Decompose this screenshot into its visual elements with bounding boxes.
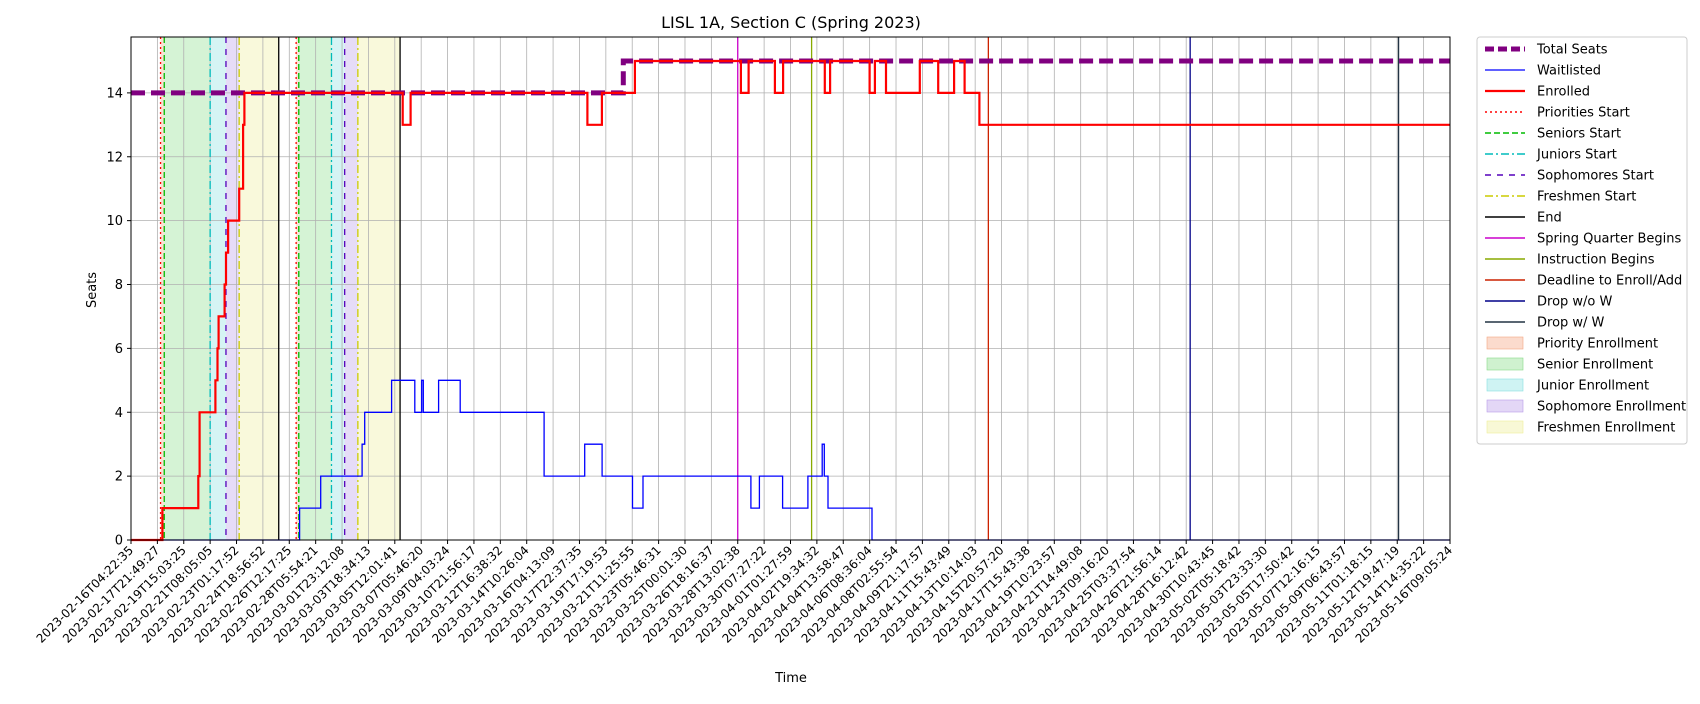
legend-box — [1476, 36, 1688, 445]
legend-label-junior-enrollment: Junior Enrollment — [1536, 379, 1649, 394]
shaded-priority-enrollment — [160, 37, 165, 540]
x-axis-label: Time — [774, 671, 807, 686]
event-lines — [159, 37, 1400, 540]
shaded-junior-enrollment — [210, 37, 226, 540]
legend: Total Seats Waitlisted Enrolled Priorities … — [1476, 36, 1688, 445]
legend-label-spring-quarter-begins: Spring Quarter Begins — [1537, 232, 1681, 247]
shaded-junior-enrollment — [331, 37, 345, 540]
legend-swatch-freshmen-enrollment — [1486, 420, 1524, 434]
legend-label-sophomores-start: Sophomores Start — [1537, 169, 1654, 184]
series-lines — [131, 58, 1450, 542]
y-axis: 0 2 4 6 8 10 12 14 — [106, 86, 131, 549]
shaded-regions — [160, 37, 401, 540]
legend-label-instruction-begins: Instruction Begins — [1537, 253, 1655, 268]
legend-label-senior-enrollment: Senior Enrollment — [1537, 358, 1653, 373]
legend-label-priorities-start: Priorities Start — [1537, 106, 1630, 121]
legend-label-total-seats: Total Seats — [1536, 43, 1608, 58]
shaded-senior-enrollment — [298, 37, 332, 540]
shaded-freshmen-enrollment — [239, 37, 279, 540]
y-tick-label: 14 — [106, 86, 123, 101]
legend-label-drop-w-o-w: Drop w/o W — [1537, 295, 1613, 310]
legend-swatch-sophomore-enrollment — [1486, 399, 1524, 413]
legend-label-deadline-to-enroll-add: Deadline to Enroll/Add — [1537, 274, 1682, 289]
x-axis: 2023-02-16T04:22:352023-02-17T21:49:2720… — [34, 540, 1455, 646]
y-tick-label: 12 — [106, 150, 123, 165]
shaded-sophomore-enrollment — [225, 37, 240, 540]
y-tick-label: 4 — [115, 406, 123, 421]
legend-swatch-junior-enrollment — [1486, 378, 1524, 392]
series-waitlisted — [131, 379, 1450, 541]
legend-label-end: End — [1537, 211, 1562, 226]
y-axis-label: Seats — [85, 272, 100, 308]
legend-label-juniors-start: Juniors Start — [1536, 148, 1617, 163]
legend-swatch-senior-enrollment — [1486, 357, 1524, 371]
y-tick-label: 8 — [115, 278, 123, 293]
y-tick-label: 10 — [106, 214, 123, 229]
shaded-senior-enrollment — [164, 37, 211, 540]
legend-label-seniors-start: Seniors Start — [1537, 127, 1621, 142]
legend-swatch-priority-enrollment — [1486, 336, 1524, 350]
gridlines — [130, 37, 1451, 541]
y-tick-label: 2 — [115, 470, 123, 485]
shaded-freshmen-enrollment — [357, 37, 401, 540]
legend-label-sophomore-enrollment: Sophomore Enrollment — [1537, 400, 1686, 415]
y-tick-label: 6 — [115, 342, 123, 357]
legend-label-freshmen-start: Freshmen Start — [1537, 190, 1636, 205]
legend-label-drop-w-w: Drop w/ W — [1537, 316, 1605, 331]
y-tick-label: 0 — [115, 534, 123, 549]
legend-label-waitlisted: Waitlisted — [1537, 64, 1601, 79]
legend-label-priority-enrollment: Priority Enrollment — [1537, 337, 1658, 352]
shaded-sophomore-enrollment — [344, 37, 358, 540]
shaded-priority-enrollment — [296, 37, 299, 540]
series-enrolled — [131, 59, 1450, 542]
legend-label-freshmen-enrollment: Freshmen Enrollment — [1537, 421, 1675, 436]
chart-title: LISL 1A, Section C (Spring 2023) — [661, 13, 921, 32]
legend-label-enrolled: Enrolled — [1537, 85, 1590, 100]
